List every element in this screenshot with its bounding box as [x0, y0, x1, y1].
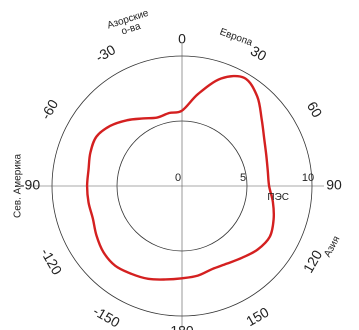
angle-tick-label: 120 — [300, 247, 326, 275]
angle-tick-label: 180 — [170, 323, 194, 330]
radial-unit-label: ПЭС — [267, 192, 289, 203]
angle-tick-label: 0 — [178, 31, 186, 47]
region-label: Азия — [322, 234, 342, 259]
region-label-text: Азия — [322, 234, 342, 259]
angle-tick-label: -150 — [91, 303, 123, 330]
angle-tick-label: 90 — [326, 177, 342, 193]
polar-grid — [28, 44, 324, 328]
radial-tick-label: 10 — [302, 172, 314, 184]
angle-tick-label: -30 — [93, 41, 119, 65]
angle-tick-label: -120 — [38, 245, 66, 277]
angle-tick-label: 60 — [304, 99, 326, 121]
region-label: Европа — [218, 27, 254, 49]
region-label-text: Европа — [218, 27, 254, 49]
angle-tick-label: 30 — [248, 42, 270, 64]
series-line — [85, 74, 276, 281]
radial-tick-label: 5 — [240, 172, 246, 184]
region-label: Сев. Америка — [13, 154, 24, 219]
region-label-text: Сев. Америка — [13, 154, 24, 219]
series-layer — [85, 74, 276, 281]
angle-tick-label: -60 — [37, 96, 61, 122]
angle-tick-label: -90 — [20, 177, 40, 193]
radial-tick-label: 0 — [175, 172, 181, 184]
angle-tick-label: 150 — [243, 304, 271, 330]
